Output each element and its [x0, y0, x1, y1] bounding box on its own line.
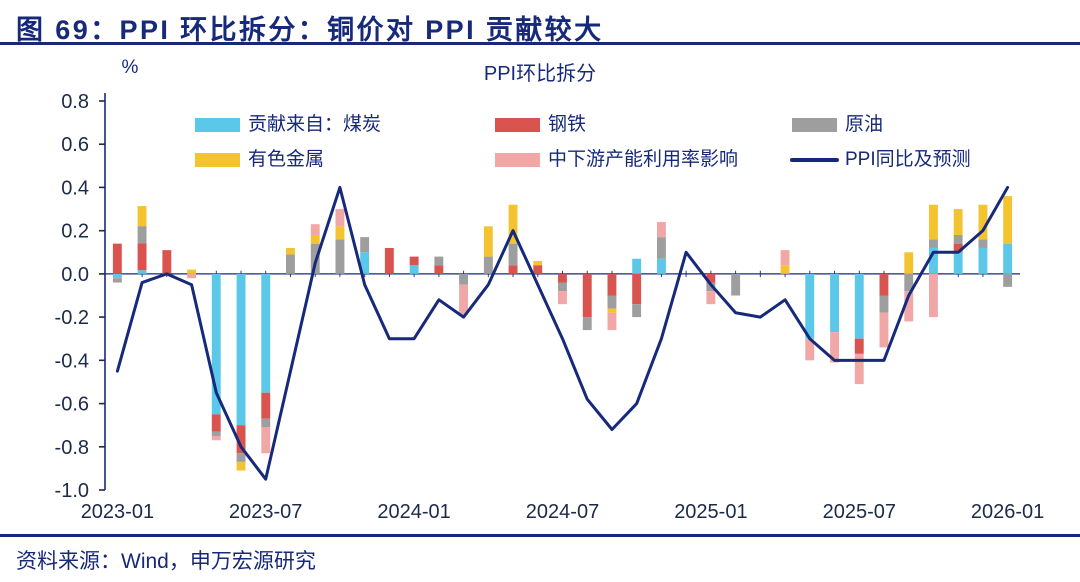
svg-text:2023-07: 2023-07 — [229, 501, 302, 523]
svg-text:中下游产能利用率影响: 中下游产能利用率影响 — [548, 148, 738, 170]
svg-text:-0.6: -0.6 — [55, 394, 89, 416]
svg-text:PPI同比及预测: PPI同比及预测 — [845, 148, 971, 170]
svg-text:-0.8: -0.8 — [55, 437, 89, 459]
svg-text:原油: 原油 — [845, 113, 883, 135]
svg-text:0.6: 0.6 — [61, 134, 89, 156]
svg-text:-0.4: -0.4 — [55, 350, 89, 372]
svg-text:2023-01: 2023-01 — [81, 501, 154, 523]
svg-text:2025-01: 2025-01 — [674, 501, 747, 523]
svg-text:0.8: 0.8 — [61, 91, 89, 113]
svg-text:%: % — [122, 57, 139, 78]
svg-text:贡献来自：煤炭: 贡献来自：煤炭 — [248, 113, 381, 135]
svg-text:-1.0: -1.0 — [55, 480, 89, 502]
svg-text:0.0: 0.0 — [61, 264, 89, 286]
svg-text:钢铁: 钢铁 — [548, 113, 586, 135]
svg-text:2026-01: 2026-01 — [971, 501, 1044, 523]
svg-text:2024-07: 2024-07 — [526, 501, 599, 523]
svg-text:PPI环比拆分: PPI环比拆分 — [484, 62, 596, 85]
svg-text:0.2: 0.2 — [61, 221, 89, 243]
svg-text:-0.2: -0.2 — [55, 307, 89, 329]
svg-text:2024-01: 2024-01 — [377, 501, 450, 523]
svg-text:有色金属: 有色金属 — [248, 148, 324, 170]
svg-text:0.4: 0.4 — [61, 177, 89, 199]
svg-text:2025-07: 2025-07 — [823, 501, 896, 523]
